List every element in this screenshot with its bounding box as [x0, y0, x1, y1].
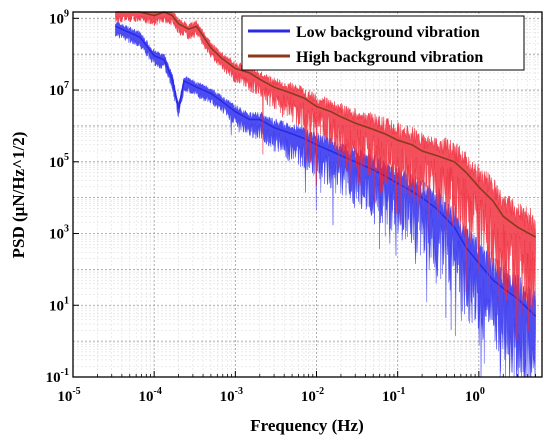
y-tick-label: 105: [49, 152, 69, 171]
x-tick-label: 10-3: [220, 386, 243, 405]
series-layer: [115, 11, 537, 378]
y-tick-label: 107: [49, 80, 69, 99]
legend: Low background vibration High background…: [241, 15, 525, 71]
legend-label-low: Low background vibration: [296, 24, 480, 41]
ticks: 10-5 10-4 10-3 10-2 10-1 100 10-1 101 103 105 107 1…: [46, 8, 543, 405]
legend-label-high: High background vibration: [296, 49, 483, 66]
series-band-1: [115, 11, 536, 342]
legend-box: [241, 15, 525, 71]
series-line-1: [115, 11, 536, 238]
y-tick-label: 101: [49, 295, 69, 314]
y-tick-label: 10-1: [46, 367, 69, 386]
x-tick-label: 10-4: [138, 386, 161, 405]
x-tick-label: 10-5: [57, 386, 80, 405]
y-tick-label: 109: [49, 8, 69, 27]
x-tick-label: 10-1: [382, 386, 405, 405]
plot-frame: [72, 11, 543, 378]
y-tick-label: 103: [49, 224, 69, 243]
y-axis-title: PSD (μN/Hz^1/2): [9, 132, 28, 259]
x-axis-title: Frequency (Hz): [250, 416, 363, 435]
x-tick-label: 100: [465, 386, 485, 405]
x-tick-label: 10-2: [301, 386, 324, 405]
